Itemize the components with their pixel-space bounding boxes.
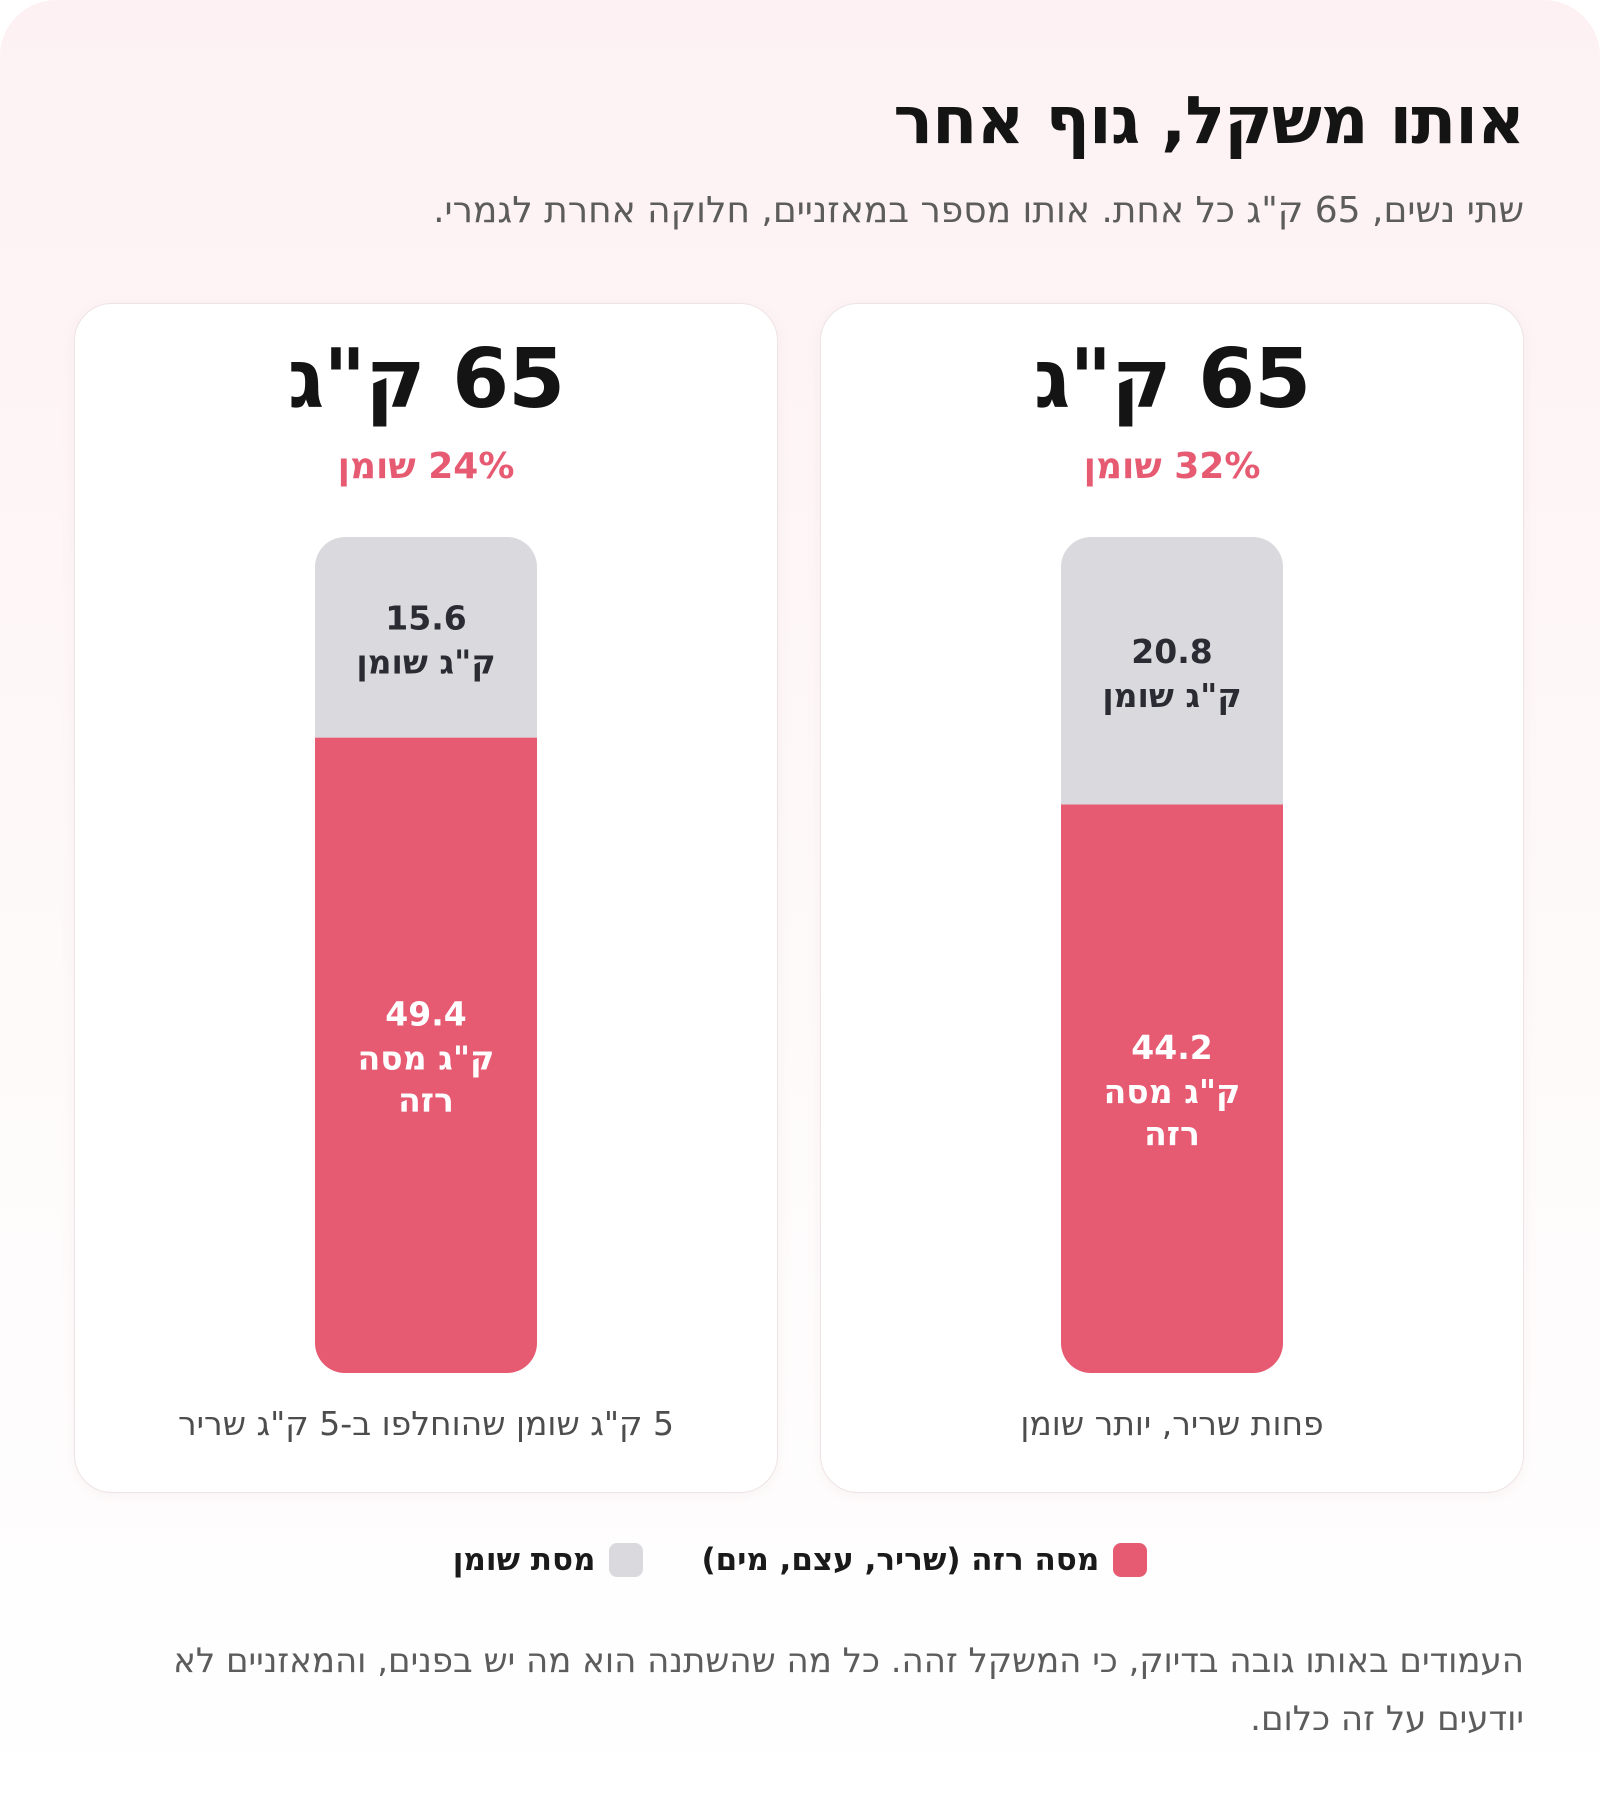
footnote: העמודים באותו גובה בדיוק, כי המשקל זהה. … [173,1641,1524,1739]
page-title: אותו משקל, גוף אחר [893,82,1525,159]
bar-stack [1061,537,1283,1373]
fat-unit-label: ק"ג שומן [356,642,495,681]
lean-value-label: 49.4 [385,994,466,1033]
card-fat-percent: 32% שומן [1083,446,1261,487]
legend-item-lean: מסה רזה (שריר, עצם, מים) [701,1542,1148,1578]
legend-label-fat: מסת שומן [452,1542,596,1578]
lean-value-label: 44.2 [1131,1028,1212,1067]
card-total-weight: 65 ק"ג [287,332,565,427]
legend-label-lean: מסה רזה (שריר, עצם, מים) [701,1542,1100,1578]
bar-segment-lean [315,737,537,1373]
lean-unit-label: ק"ג מסה [358,1038,495,1077]
card-total-weight: 65 ק"ג [1033,332,1311,427]
legend-swatch-lean [1113,1543,1148,1577]
fat-value-label: 20.8 [1131,632,1212,671]
legend-item-fat: מסת שומן [453,1542,644,1578]
card-right-woman: 65 ק"ג 24% שומן 15.6 ק"ג שומן 49.4 ק"ג מסה ר… [74,303,778,1493]
bar-segment-fat [315,537,537,738]
card-fat-percent: 24% שומן [337,446,515,487]
card-caption: פחות שריר, יותר שומן [1020,1404,1324,1443]
fat-unit-label: ק"ג שומן [1102,676,1241,715]
fat-value-label: 15.6 [385,598,466,637]
bar-stack [315,537,537,1373]
legend-swatch-fat [609,1543,644,1577]
bar-segment-fat [1061,537,1283,805]
page-subtitle: שתי נשים, 65 ק"ג כל אחת. אותו מספר במאזנ… [433,190,1524,231]
lean-unit-label-2: רזה [1144,1114,1200,1153]
lean-unit-label: ק"ג מסה [1104,1072,1241,1111]
bar-segment-lean [1061,804,1283,1373]
card-caption: 5 ק"ג שומן שהוחלפו ב-5 ק"ג שריר [178,1404,674,1443]
chart-legend: מסה רזה (שריר, עצם, מים) מסת שומן [0,1542,1600,1578]
card-left-woman: 65 ק"ג 32% שומן 20.8 ק"ג שומן 44.2 ק"ג מסה ר… [820,303,1524,1493]
lean-unit-label-2: רזה [398,1080,454,1119]
